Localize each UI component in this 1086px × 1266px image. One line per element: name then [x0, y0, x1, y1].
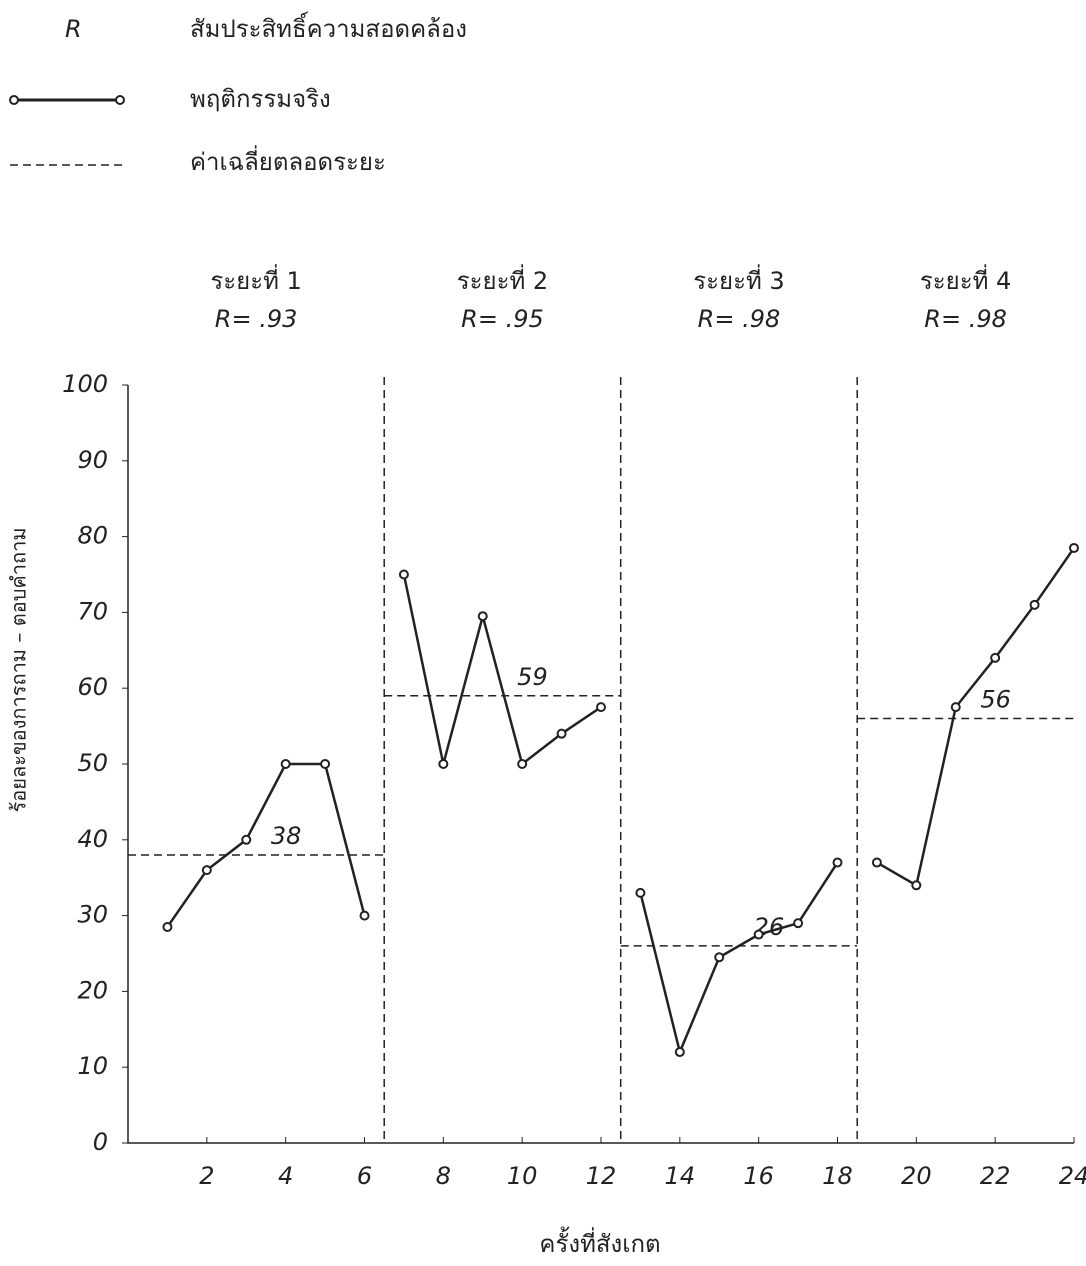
data-line — [166, 762, 366, 928]
data-point — [753, 929, 764, 940]
mean-label: 59 — [517, 663, 548, 691]
data-point — [359, 910, 370, 921]
y-axis-label: ร้อยละของการถาม – ตอบคำถาม — [7, 527, 31, 812]
x-tick-label: 22 — [980, 1162, 1011, 1190]
x-tick-label: 6 — [357, 1162, 372, 1190]
x-tick-label: 18 — [822, 1162, 853, 1190]
data-point — [320, 759, 331, 769]
data-point — [517, 759, 528, 769]
x-tick-label: 16 — [743, 1162, 774, 1190]
data-line — [876, 547, 1076, 888]
legend-label: พฤติกรรมจริง — [190, 85, 331, 113]
mean-label: 56 — [980, 686, 1011, 714]
y-tick-label: 100 — [62, 370, 108, 398]
y-tick-label: 90 — [77, 446, 108, 474]
y-tick-label: 10 — [77, 1052, 108, 1080]
y-tick-label: 30 — [77, 901, 108, 929]
phase-name: ระยะที่ 2 — [457, 264, 548, 295]
data-point — [596, 702, 606, 713]
data-line — [402, 574, 602, 767]
x-tick-label: 4 — [278, 1162, 293, 1190]
y-tick-label: 70 — [77, 597, 108, 625]
phase-name: ระยะที่ 3 — [693, 264, 784, 295]
data-point — [280, 759, 291, 769]
phase-r: R= .98 — [924, 305, 1007, 333]
data-point — [241, 834, 252, 845]
y-tick-label: 60 — [77, 673, 108, 701]
data-point — [832, 857, 843, 868]
y-tick-label: 80 — [77, 522, 108, 550]
x-axis-label: ครั้งที่สังเกต — [539, 1226, 660, 1258]
data-point — [201, 865, 212, 876]
phase-name: ระยะที่ 4 — [920, 264, 1011, 295]
data-point — [1029, 599, 1040, 610]
x-tick-label: 12 — [586, 1162, 617, 1190]
mean-label: 38 — [271, 822, 302, 850]
data-point — [674, 1047, 685, 1058]
legend-symbol: R — [65, 15, 82, 43]
x-tick-label: 2 — [199, 1162, 214, 1190]
legend-marker — [115, 95, 125, 105]
x-tick-label: 10 — [507, 1162, 538, 1190]
data-point — [1069, 542, 1079, 553]
data-point — [714, 952, 725, 963]
data-point — [438, 759, 449, 769]
data-point — [871, 857, 882, 868]
y-tick-label: 20 — [77, 976, 108, 1004]
data-point — [556, 728, 567, 739]
data-point — [398, 569, 409, 580]
data-point — [950, 702, 961, 713]
phase-name: ระยะที่ 1 — [210, 264, 301, 295]
x-tick-label: 8 — [436, 1162, 451, 1190]
legend-marker — [9, 95, 19, 105]
phase-r: R= .95 — [461, 305, 544, 333]
data-point — [635, 887, 646, 898]
legend-label: ค่าเฉลี่ยตลอดระยะ — [190, 145, 386, 176]
data-point — [793, 918, 804, 929]
phase-r: R= .98 — [698, 305, 781, 333]
x-tick-label: 20 — [901, 1162, 932, 1190]
x-tick-label: 24 — [1059, 1162, 1086, 1190]
data-point — [990, 652, 1001, 663]
x-tick-label: 14 — [665, 1162, 696, 1190]
axes — [127, 385, 1074, 1144]
y-tick-label: 40 — [77, 825, 108, 853]
y-tick-label: 50 — [77, 749, 108, 777]
data-point — [477, 611, 488, 622]
legend-label: สัมประสิทธิ์ความสอดคล้อง — [190, 11, 467, 43]
data-point — [911, 880, 922, 891]
y-tick-label: 0 — [93, 1128, 108, 1156]
data-line — [639, 861, 839, 1057]
phase-r: R= .93 — [215, 305, 298, 333]
data-point — [162, 921, 173, 932]
